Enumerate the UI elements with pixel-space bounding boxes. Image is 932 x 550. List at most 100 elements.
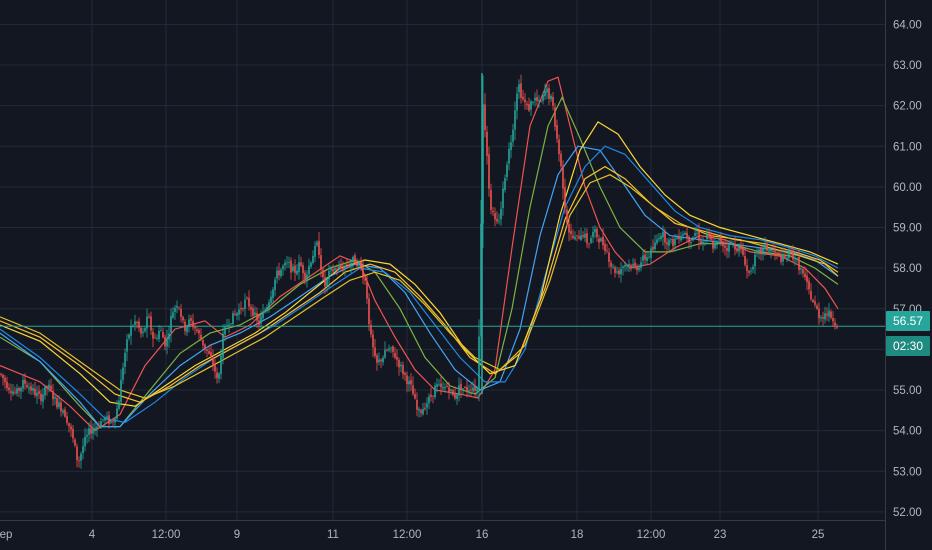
candle-body xyxy=(828,310,830,317)
candle-body xyxy=(240,308,242,310)
candle-body xyxy=(76,446,78,461)
candle-body xyxy=(184,321,186,331)
candle-body xyxy=(632,264,634,267)
candle-body xyxy=(602,236,604,246)
candle-body xyxy=(312,255,314,264)
candle-body xyxy=(298,262,300,272)
candle-body xyxy=(350,262,352,266)
candle-body xyxy=(220,356,222,374)
candle-body xyxy=(152,331,154,339)
candle-body xyxy=(502,188,504,209)
candle-body xyxy=(390,347,392,349)
candle-body xyxy=(162,331,164,338)
candle-body xyxy=(366,281,368,299)
candle-body xyxy=(216,372,218,379)
candle-body xyxy=(336,269,338,271)
candle-body xyxy=(552,96,554,106)
candle-body xyxy=(668,239,670,246)
candle-body xyxy=(286,262,288,264)
candle-body xyxy=(604,243,606,251)
candle-body xyxy=(586,233,588,244)
candle-body xyxy=(538,100,540,102)
candle-body xyxy=(384,349,386,358)
candle-body xyxy=(624,265,626,267)
candle-body xyxy=(686,232,688,239)
time-axis[interactable]: ep 4 12:00 9 11 12:00 16 18 12:00 23 25 xyxy=(0,529,824,541)
candle-body xyxy=(120,379,122,402)
candle-body xyxy=(204,344,206,349)
candle-body xyxy=(264,310,266,313)
candle-body xyxy=(104,417,106,421)
candle-body xyxy=(226,325,228,327)
candle-body xyxy=(424,407,426,409)
candle-body xyxy=(506,164,508,177)
candle-body xyxy=(780,254,782,262)
candle-body xyxy=(440,383,442,388)
candle-body xyxy=(768,250,770,252)
candle-body xyxy=(494,213,496,220)
candle-body xyxy=(28,387,30,389)
candle-body xyxy=(72,428,74,439)
candle-body xyxy=(268,302,270,309)
candle-body xyxy=(12,391,14,395)
candle-body xyxy=(710,234,712,240)
candle-body xyxy=(614,267,616,273)
candle-body xyxy=(490,190,492,210)
candle-body xyxy=(474,386,476,391)
candle-body xyxy=(600,238,602,242)
candle-body xyxy=(90,428,92,434)
candle-body xyxy=(114,418,116,423)
candle-body xyxy=(770,249,772,252)
candle-body xyxy=(594,228,596,233)
candle-body xyxy=(816,305,818,309)
candle-body xyxy=(414,394,416,399)
candle-body xyxy=(468,390,470,392)
candle-body xyxy=(728,243,730,252)
current-price-badge: 56.57 xyxy=(886,311,930,331)
candle-body xyxy=(580,235,582,241)
candle-body xyxy=(154,337,156,339)
candle-body xyxy=(378,359,380,363)
candle-body xyxy=(680,236,682,241)
candle-body xyxy=(96,426,98,430)
candle-body xyxy=(822,316,824,319)
candle-body xyxy=(588,243,590,245)
candle-body xyxy=(534,97,536,101)
candle-body xyxy=(4,377,6,383)
candle-body xyxy=(720,237,722,243)
candle-body xyxy=(380,359,382,362)
candle-body xyxy=(400,364,402,367)
candle-body xyxy=(238,309,240,315)
candle-body xyxy=(180,309,182,318)
candle-body xyxy=(408,381,410,385)
candle-body xyxy=(74,439,76,446)
x-tick-label: 4 xyxy=(89,529,96,541)
candle-body xyxy=(344,265,346,270)
y-tick-label: 59.00 xyxy=(893,223,922,235)
candle-body xyxy=(102,419,104,421)
candle-body xyxy=(332,269,334,272)
moving-average-line xyxy=(0,145,839,428)
candle-body xyxy=(426,403,428,408)
y-tick-label: 64.00 xyxy=(893,19,922,31)
y-tick-label: 55.00 xyxy=(893,385,922,397)
candle-body xyxy=(404,372,406,375)
candle-body xyxy=(700,240,702,245)
candle-body xyxy=(292,266,294,271)
candle-body xyxy=(512,129,514,142)
candle-body xyxy=(500,208,502,220)
candle-body xyxy=(742,248,744,255)
candle-body xyxy=(462,388,464,390)
candle-body xyxy=(210,352,212,357)
candle-body xyxy=(262,312,264,319)
candle-body xyxy=(832,317,834,322)
x-tick-label: 12:00 xyxy=(152,529,181,541)
candle-body xyxy=(608,252,610,262)
candle-body xyxy=(698,231,700,241)
candle-body xyxy=(464,386,466,388)
candle-body xyxy=(156,338,158,340)
candle-body xyxy=(140,327,142,334)
candle-body xyxy=(214,363,216,372)
candle-body xyxy=(836,327,838,329)
